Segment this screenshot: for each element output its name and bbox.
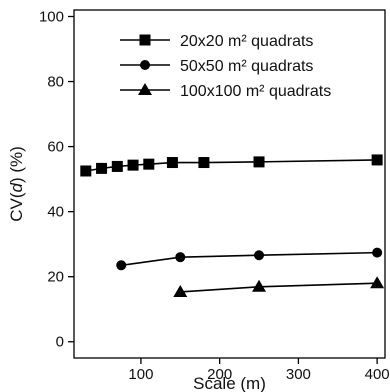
- legend-marker: [139, 34, 151, 46]
- series-3: [173, 276, 385, 297]
- legend-item: 20x20 m² quadrats: [120, 33, 313, 50]
- data-point: [173, 284, 188, 297]
- y-axis-title-part: CV(: [7, 192, 26, 222]
- x-tick-label: 300: [286, 366, 311, 383]
- series-1: [80, 154, 383, 177]
- data-point: [143, 158, 155, 170]
- data-point: [372, 247, 383, 258]
- y-tick-label: 40: [47, 204, 64, 221]
- series-line: [180, 282, 378, 293]
- data-point: [80, 165, 92, 177]
- data-point: [166, 157, 178, 169]
- data-point: [252, 279, 267, 292]
- data-point: [116, 260, 127, 271]
- series-2: [116, 247, 383, 271]
- legend-item: 50x50 m² quadrats: [120, 58, 313, 75]
- y-axis-title: CV(d) (%): [7, 146, 26, 222]
- legend-item: 100x100 m² quadrats: [120, 83, 331, 100]
- y-tick-label: 60: [47, 139, 64, 156]
- data-point: [175, 252, 186, 263]
- data-point: [254, 250, 265, 261]
- y-tick-label: 100: [39, 9, 64, 26]
- x-tick-label: 100: [128, 366, 153, 383]
- data-point: [371, 154, 383, 166]
- legend-marker: [138, 83, 152, 95]
- plot-frame: [73, 9, 386, 359]
- data-point: [96, 162, 108, 174]
- y-tick-label: 0: [56, 334, 64, 351]
- y-tick-label: 80: [47, 74, 64, 91]
- y-tick-label: 20: [47, 269, 64, 286]
- y-axis-title-part: ) (%): [7, 146, 26, 183]
- data-point: [198, 157, 210, 169]
- legend-label: 50x50 m² quadrats: [180, 58, 313, 75]
- data-point: [127, 159, 139, 171]
- data-point: [370, 276, 385, 289]
- y-axis-title-part: d: [7, 183, 26, 193]
- series-layer: [80, 154, 385, 297]
- legend: 20x20 m² quadrats 50x50 m² quadrats 100x10…: [120, 33, 331, 100]
- legend-marker: [140, 60, 150, 70]
- legend-label: 20x20 m² quadrats: [180, 33, 313, 50]
- legend-label: 100x100 m² quadrats: [180, 83, 331, 100]
- x-axis-title: Scale (m): [193, 374, 266, 392]
- series-line: [121, 251, 378, 267]
- x-tick-label: 400: [365, 366, 390, 383]
- data-point: [253, 156, 265, 168]
- x-tick-label: 200: [207, 366, 232, 383]
- data-point: [111, 160, 123, 172]
- axes: 100 200 300 400 0 20 40 60 80 100: [39, 9, 390, 383]
